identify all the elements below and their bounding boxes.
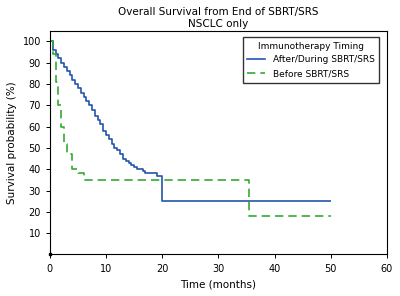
Title: Overall Survival from End of SBRT/SRS
NSCLC only: Overall Survival from End of SBRT/SRS NS…: [118, 7, 319, 28]
Legend: After/During SBRT/SRS, Before SBRT/SRS: After/During SBRT/SRS, Before SBRT/SRS: [243, 38, 379, 83]
X-axis label: Time (months): Time (months): [180, 279, 256, 289]
Y-axis label: Survival probability (%): Survival probability (%): [7, 81, 17, 204]
